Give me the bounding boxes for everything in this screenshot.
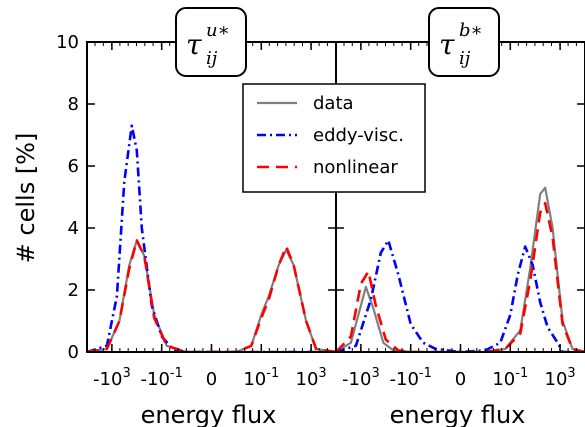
panel-title-symbol: τ	[186, 28, 202, 61]
x-tick-label: 103	[545, 366, 576, 390]
series-lines	[87, 124, 336, 352]
x-tick-label: 103	[296, 366, 327, 390]
y-tick-label: 8	[68, 94, 79, 115]
panel-title-superscript: b∗	[459, 20, 483, 41]
y-tick-label: 4	[68, 218, 79, 239]
x-tick-label: -103	[93, 366, 131, 390]
panel-2: -103 -10-1 0 10-1 103 energy flux τ b∗ ij	[335, 7, 585, 427]
x-tick-label: 0	[455, 369, 466, 390]
series-line-eddy-visc-	[87, 124, 336, 352]
x-tick-label: 0	[206, 369, 217, 390]
y-axis-label: # cells [%]	[12, 133, 40, 264]
panel-1: -103 -10-1 0 10-1 103 0 2 4 6 8 10 energy flux τ u∗ ij	[56, 7, 337, 427]
x-axis-label: energy flux	[390, 401, 526, 427]
series-lines	[336, 186, 585, 352]
x-axis-label: energy flux	[141, 401, 277, 427]
x-tick-label: 10-1	[492, 366, 528, 390]
legend-label: data	[313, 93, 354, 114]
panel-title-subscript: ij	[459, 48, 471, 69]
x-tick-label: -10-1	[390, 366, 432, 390]
y-tick-label: 10	[56, 32, 79, 53]
panel-title-box	[175, 7, 247, 77]
x-tick-label: 10-1	[243, 366, 279, 390]
panel-title-symbol: τ	[439, 28, 455, 61]
x-tick-label: -10-1	[141, 366, 183, 390]
y-tick-label: 0	[68, 342, 79, 363]
legend: data eddy-visc. nonlinear	[242, 83, 426, 193]
legend-label: nonlinear	[313, 157, 398, 178]
series-line-nonlinear	[336, 201, 585, 352]
x-tick-label: -103	[342, 366, 380, 390]
panel-title-box	[428, 7, 500, 77]
panel-title-subscript: ij	[206, 48, 218, 69]
y-axis-label-group: # cells [%]	[12, 133, 40, 264]
series-line-data	[87, 239, 336, 352]
y-tick-label: 6	[68, 156, 79, 177]
series-line-data	[336, 186, 585, 352]
y-tick-label: 2	[68, 280, 79, 301]
panel-title-superscript: u∗	[206, 20, 230, 41]
legend-label: eddy-visc.	[313, 125, 404, 146]
